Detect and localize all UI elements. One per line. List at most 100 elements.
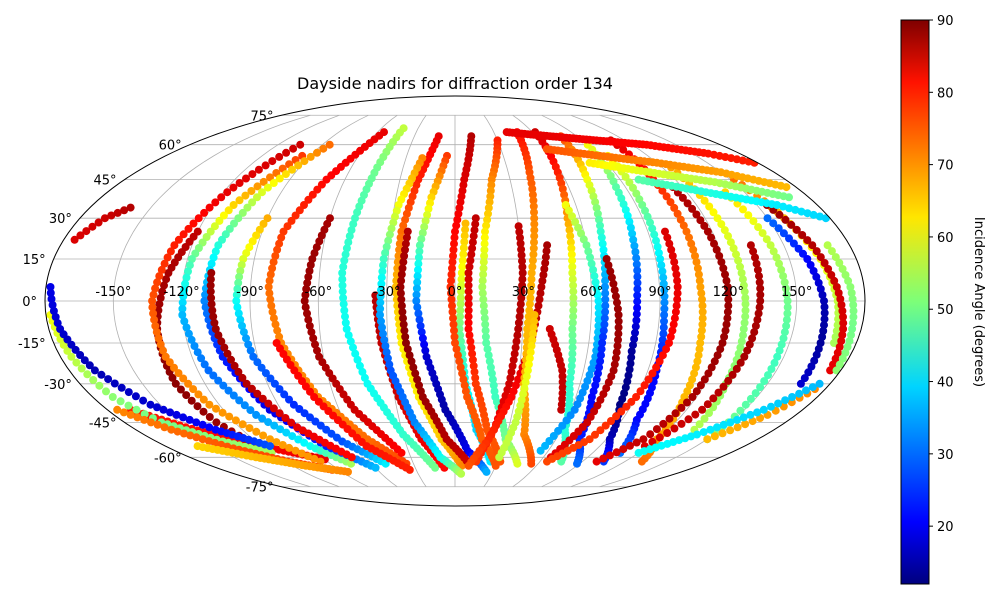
nadir-point xyxy=(671,264,680,273)
nadir-point xyxy=(584,247,593,256)
nadir-point xyxy=(174,235,183,244)
nadir-point xyxy=(252,427,261,436)
nadir-point xyxy=(659,323,668,332)
nadir-point xyxy=(236,315,245,324)
nadir-point xyxy=(456,306,465,315)
nadir-point xyxy=(384,236,393,245)
nadir-point xyxy=(614,323,623,332)
nadir-point xyxy=(542,247,551,256)
nadir-point xyxy=(682,227,691,236)
nadir-point xyxy=(518,281,527,290)
nadir-point xyxy=(769,219,778,228)
nadir-point xyxy=(398,307,407,316)
nadir-point xyxy=(726,238,735,247)
nadir-point xyxy=(179,413,188,422)
nadir-point xyxy=(211,325,220,333)
nadir-point xyxy=(782,321,791,330)
nadir-point xyxy=(220,343,229,352)
latitude-tick-label: -75° xyxy=(246,481,274,496)
nadir-point xyxy=(484,209,492,218)
nadir-point xyxy=(258,414,267,423)
nadir-point xyxy=(261,161,270,170)
latitude-tick-label: 0° xyxy=(22,295,37,310)
nadir-point xyxy=(239,255,248,263)
nadir-point xyxy=(830,276,839,285)
nadir-point xyxy=(673,289,682,298)
nadir-point xyxy=(415,241,424,250)
nadir-point xyxy=(393,258,402,267)
nadir-point xyxy=(346,337,355,346)
nadir-point xyxy=(684,415,693,424)
nadir-point xyxy=(48,301,57,309)
nadir-point xyxy=(449,320,458,329)
colorbar-tick-label: 90 xyxy=(937,14,954,29)
nadir-point xyxy=(421,216,430,225)
nadir-point xyxy=(456,293,465,302)
nadir-point xyxy=(697,289,706,298)
nadir-point xyxy=(568,318,577,327)
nadir-point xyxy=(300,409,309,418)
nadir-point xyxy=(483,345,492,354)
nadir-point xyxy=(639,435,648,444)
nadir-point xyxy=(739,325,748,333)
nadir-point xyxy=(124,388,133,397)
nadir-point xyxy=(450,239,458,248)
nadir-point xyxy=(244,340,253,349)
nadir-point xyxy=(662,192,671,201)
nadir-point xyxy=(515,312,524,321)
nadir-point xyxy=(693,264,702,273)
nadir-point xyxy=(625,217,634,226)
nadir-point xyxy=(832,366,841,375)
nadir-point xyxy=(414,309,423,318)
nadir-point xyxy=(464,287,473,296)
nadir-point xyxy=(848,319,857,328)
nadir-point xyxy=(568,355,577,364)
nadir-point xyxy=(530,232,539,241)
nadir-point xyxy=(465,331,474,340)
nadir-point xyxy=(210,222,219,231)
nadir-point xyxy=(632,310,641,319)
nadir-point xyxy=(815,212,824,221)
nadir-point xyxy=(737,269,746,277)
nadir-point xyxy=(242,174,250,183)
nadir-point xyxy=(627,397,636,406)
nadir-point xyxy=(202,233,211,241)
nadir-point xyxy=(703,400,712,409)
nadir-point xyxy=(733,415,741,424)
nadir-point xyxy=(311,340,319,349)
nadir-point xyxy=(630,335,639,343)
nadir-point xyxy=(479,264,488,273)
nadir-point xyxy=(254,165,263,174)
nadir-point xyxy=(594,369,602,378)
nadir-point xyxy=(705,409,713,417)
nadir-point xyxy=(338,269,347,277)
nadir-point xyxy=(740,287,749,296)
nadir-point xyxy=(818,291,827,299)
nadir-point xyxy=(289,144,298,153)
nadir-point xyxy=(627,353,636,362)
nadir-point xyxy=(611,292,620,301)
nadir-point xyxy=(242,379,251,388)
nadir-point xyxy=(159,405,168,414)
nadir-point xyxy=(706,425,715,434)
nadir-point xyxy=(377,286,385,295)
nadir-point xyxy=(589,358,598,367)
nadir-point xyxy=(826,366,835,375)
nadir-point xyxy=(834,289,843,297)
nadir-point xyxy=(740,318,749,327)
nadir-point xyxy=(821,214,830,223)
nadir-point xyxy=(569,293,578,302)
nadir-point xyxy=(595,363,604,372)
nadir-point xyxy=(217,193,226,202)
nadir-point xyxy=(582,241,591,250)
nadir-point xyxy=(461,225,470,234)
nadir-point xyxy=(691,410,700,419)
nadir-point xyxy=(648,369,657,378)
nadir-point xyxy=(530,238,538,247)
nadir-point xyxy=(665,239,674,248)
nadir-point xyxy=(505,379,514,388)
nadir-point xyxy=(160,281,168,290)
nadir-point xyxy=(424,204,433,213)
nadir-point xyxy=(652,363,661,372)
nadir-point xyxy=(749,217,758,226)
